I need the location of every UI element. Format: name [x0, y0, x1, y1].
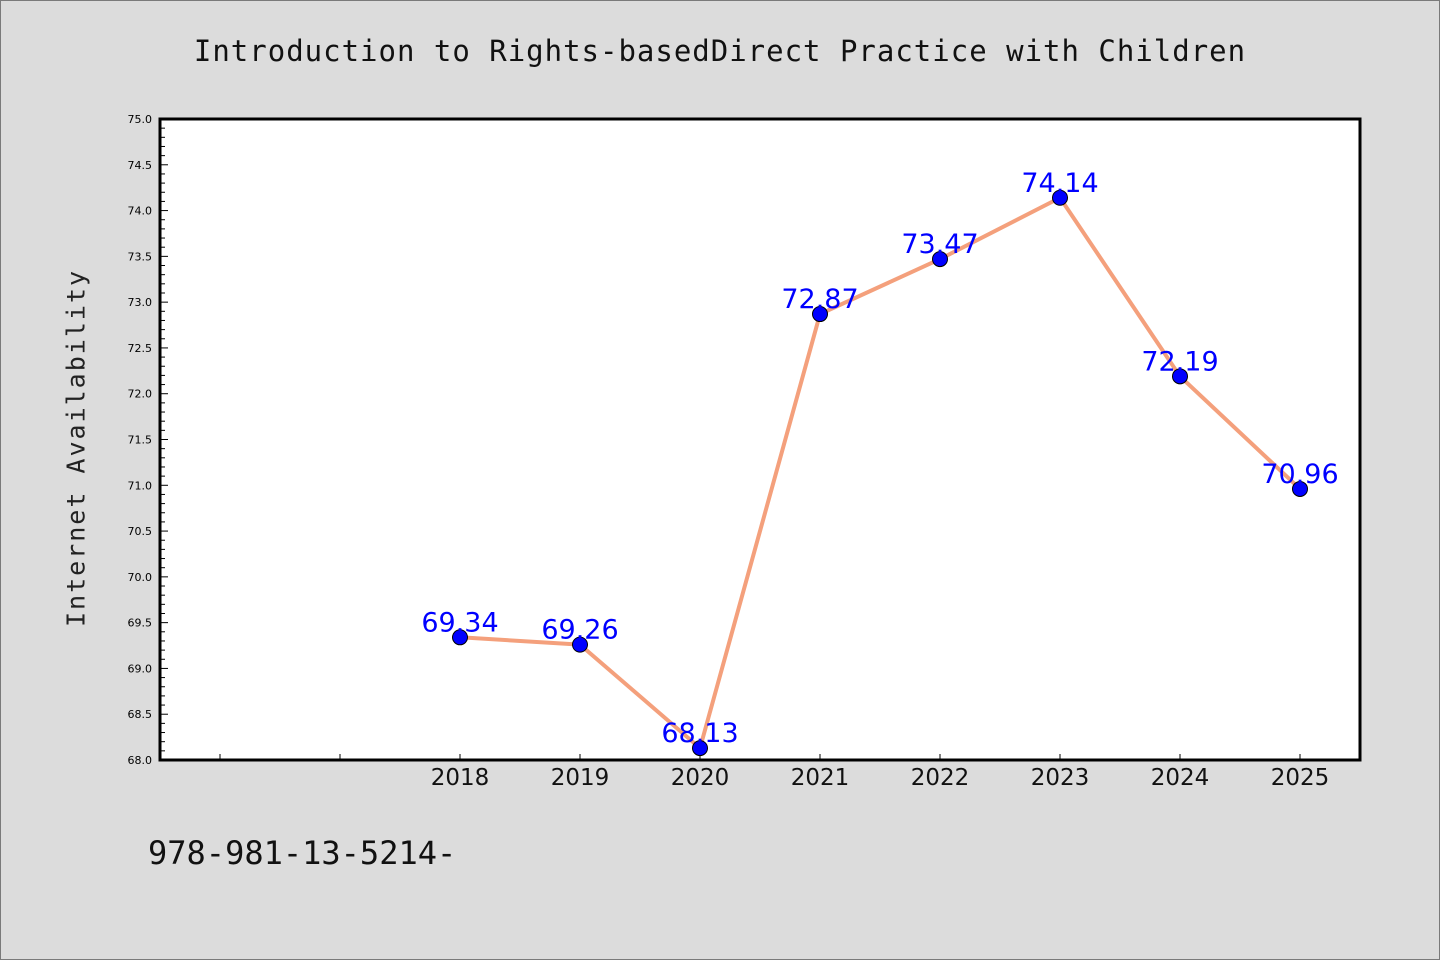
data-point — [1052, 189, 1068, 206]
y-tick-label: 69.0 — [128, 662, 153, 675]
x-tick-label: 2025 — [1271, 765, 1330, 791]
data-point — [812, 306, 828, 323]
x-tick-label: 2018 — [431, 765, 490, 791]
data-label: 69.34 — [421, 607, 498, 638]
x-tick-label: 2023 — [1031, 765, 1090, 791]
y-tick-label: 68.0 — [128, 754, 153, 767]
y-tick-label: 72.5 — [128, 342, 153, 355]
x-tick-label: 2019 — [551, 765, 610, 791]
y-tick-label: 71.5 — [128, 434, 153, 447]
y-tick-label: 73.0 — [128, 296, 153, 309]
data-point — [1292, 480, 1308, 497]
plot-area — [158, 117, 1362, 762]
data-label: 68.13 — [661, 718, 738, 749]
y-tick-label: 74.5 — [128, 159, 153, 172]
data-label: 72.87 — [781, 284, 858, 315]
data-label: 74.14 — [1021, 168, 1098, 199]
data-label: 72.19 — [1141, 346, 1218, 377]
y-tick-label: 70.5 — [128, 525, 153, 538]
data-point — [692, 740, 708, 757]
y-tick-label: 75.0 — [128, 113, 153, 126]
x-tick-label: 2021 — [791, 765, 850, 791]
y-tick-label: 69.5 — [128, 617, 153, 630]
y-tick-label: 71.0 — [128, 479, 153, 492]
data-label: 69.26 — [541, 615, 618, 646]
series-line — [459, 195, 1302, 751]
y-tick-label: 70.0 — [128, 571, 153, 584]
data-point — [1172, 368, 1188, 385]
y-tick-label: 74.0 — [128, 205, 153, 218]
data-point — [932, 251, 948, 268]
y-tick-label: 72.0 — [128, 388, 153, 401]
footnote-isbn: 978-981-13-5214- — [148, 834, 457, 872]
x-tick-label: 2020 — [671, 765, 730, 791]
x-tick-label: 2022 — [911, 765, 970, 791]
y-tick-label: 73.5 — [128, 250, 153, 263]
chart-title: Introduction to Rights-basedDirect Pract… — [193, 34, 1247, 68]
data-label: 73.47 — [901, 229, 978, 260]
y-tick-label: 68.5 — [128, 708, 153, 721]
data-point — [572, 636, 588, 653]
x-tick-label: 2024 — [1151, 765, 1210, 791]
data-point — [452, 629, 468, 646]
data-label: 70.96 — [1261, 459, 1338, 490]
